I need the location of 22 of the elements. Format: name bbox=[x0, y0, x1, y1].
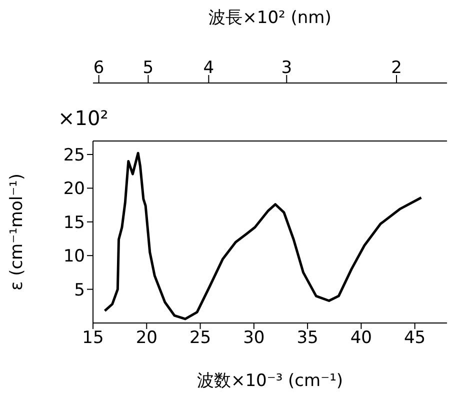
x-tick-label: 45 bbox=[404, 328, 426, 348]
x-tick-label: 15 bbox=[82, 328, 104, 348]
y-tick-label: 5 bbox=[74, 280, 85, 300]
x-tick-label: 40 bbox=[350, 328, 372, 348]
x2-tick-label: 5 bbox=[142, 58, 154, 78]
y-tick-label: 20 bbox=[63, 179, 85, 200]
x2-tick-label: 4 bbox=[203, 58, 214, 78]
y-tick-label: 15 bbox=[63, 212, 85, 233]
text: ×10² bbox=[58, 106, 108, 130]
y-tick-label: 25 bbox=[63, 146, 85, 166]
y-tick-label: 10 bbox=[63, 246, 85, 267]
x2-axis-title: 波長×10² (nm) bbox=[208, 8, 332, 28]
x-tick-label: 35 bbox=[296, 328, 318, 348]
x2-tick-label: 3 bbox=[281, 58, 292, 78]
x-tick-label: 25 bbox=[189, 328, 212, 348]
line-series bbox=[104, 152, 423, 320]
x2-tick-label: 2 bbox=[391, 58, 402, 78]
x-axis-title: 波数×10⁻³ (cm⁻¹) bbox=[196, 371, 344, 391]
x2-tick-label: 6 bbox=[93, 58, 104, 78]
y-axis-title: ε (cm⁻¹mol⁻¹) bbox=[7, 173, 28, 291]
x-tick-label: 30 bbox=[243, 328, 265, 348]
x-tick-label: 20 bbox=[136, 328, 158, 348]
